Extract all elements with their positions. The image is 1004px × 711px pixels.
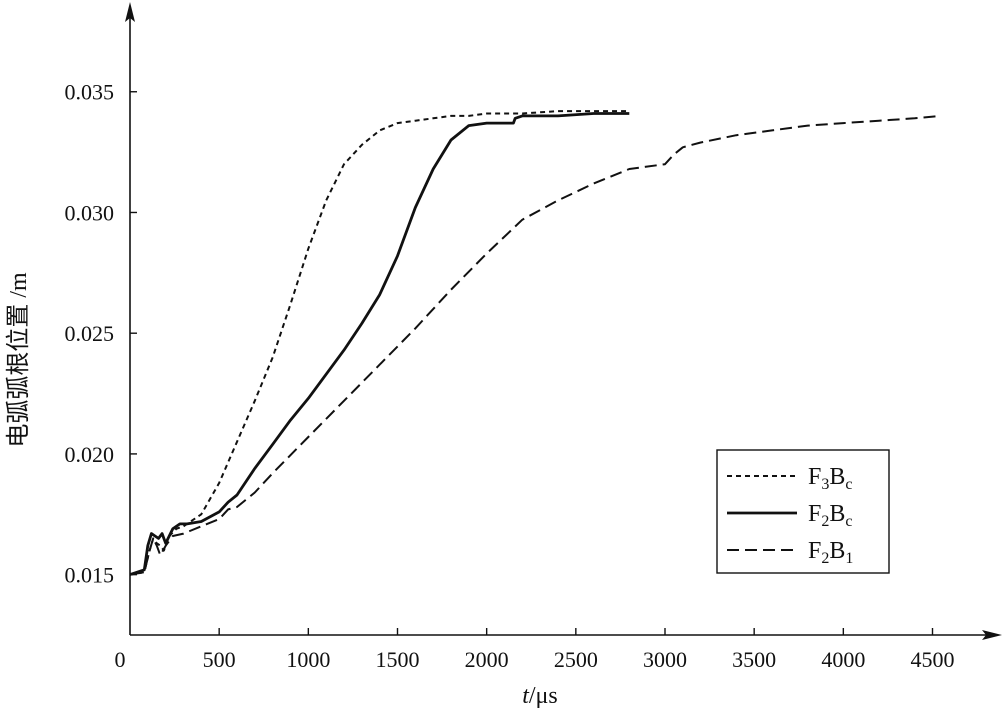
y-tick-label: 0.025 (65, 321, 115, 346)
x-axis-arrow (982, 630, 1002, 640)
y-tick-label: 0.015 (65, 563, 115, 588)
series-line-2 (129, 112, 630, 576)
x-tick-label: 2000 (465, 647, 509, 672)
x-tick-label: 1000 (286, 647, 330, 672)
legend-label-1: F3Bc (808, 464, 852, 493)
x-axis-title: t/μs (522, 683, 558, 709)
x-tick-label: 3000 (643, 647, 687, 672)
series-layer (129, 110, 942, 576)
axes (125, 2, 1002, 640)
series-line-1 (129, 110, 630, 576)
legend-box (716, 449, 890, 574)
y-tick-label: 0.030 (65, 200, 115, 225)
y-axis-title: 电弧弧根位置 /m (5, 272, 32, 448)
legend-label-3: F2B1 (808, 538, 853, 567)
x-tick-label: 3500 (732, 647, 776, 672)
x-tick-label: 0 (115, 647, 126, 672)
legend: F3Bc F2Bc F2B1 (716, 449, 890, 574)
legend-entry-3: F2B1 (727, 538, 853, 567)
x-axis-title-italic: t (522, 683, 530, 709)
x-tick-label: 4000 (821, 647, 865, 672)
x-tick-label: 4500 (911, 647, 955, 672)
legend-entry-2: F2Bc (727, 501, 852, 530)
y-tick-label: 0.035 (65, 80, 115, 105)
legend-label-2: F2Bc (808, 501, 852, 530)
series-line-3 (129, 114, 942, 576)
x-axis-title-unit: /μs (529, 683, 558, 709)
x-tick-label: 1500 (376, 647, 420, 672)
legend-entry-1: F3Bc (727, 464, 852, 493)
y-tick-label: 0.020 (65, 442, 115, 467)
y-axis-arrow (125, 2, 135, 22)
x-tick-label: 500 (203, 647, 236, 672)
ticks: 0 500 1000 1500 2000 2500 3000 3500 4000 4500 0.01… (65, 80, 955, 672)
x-tick-label: 2500 (554, 647, 598, 672)
